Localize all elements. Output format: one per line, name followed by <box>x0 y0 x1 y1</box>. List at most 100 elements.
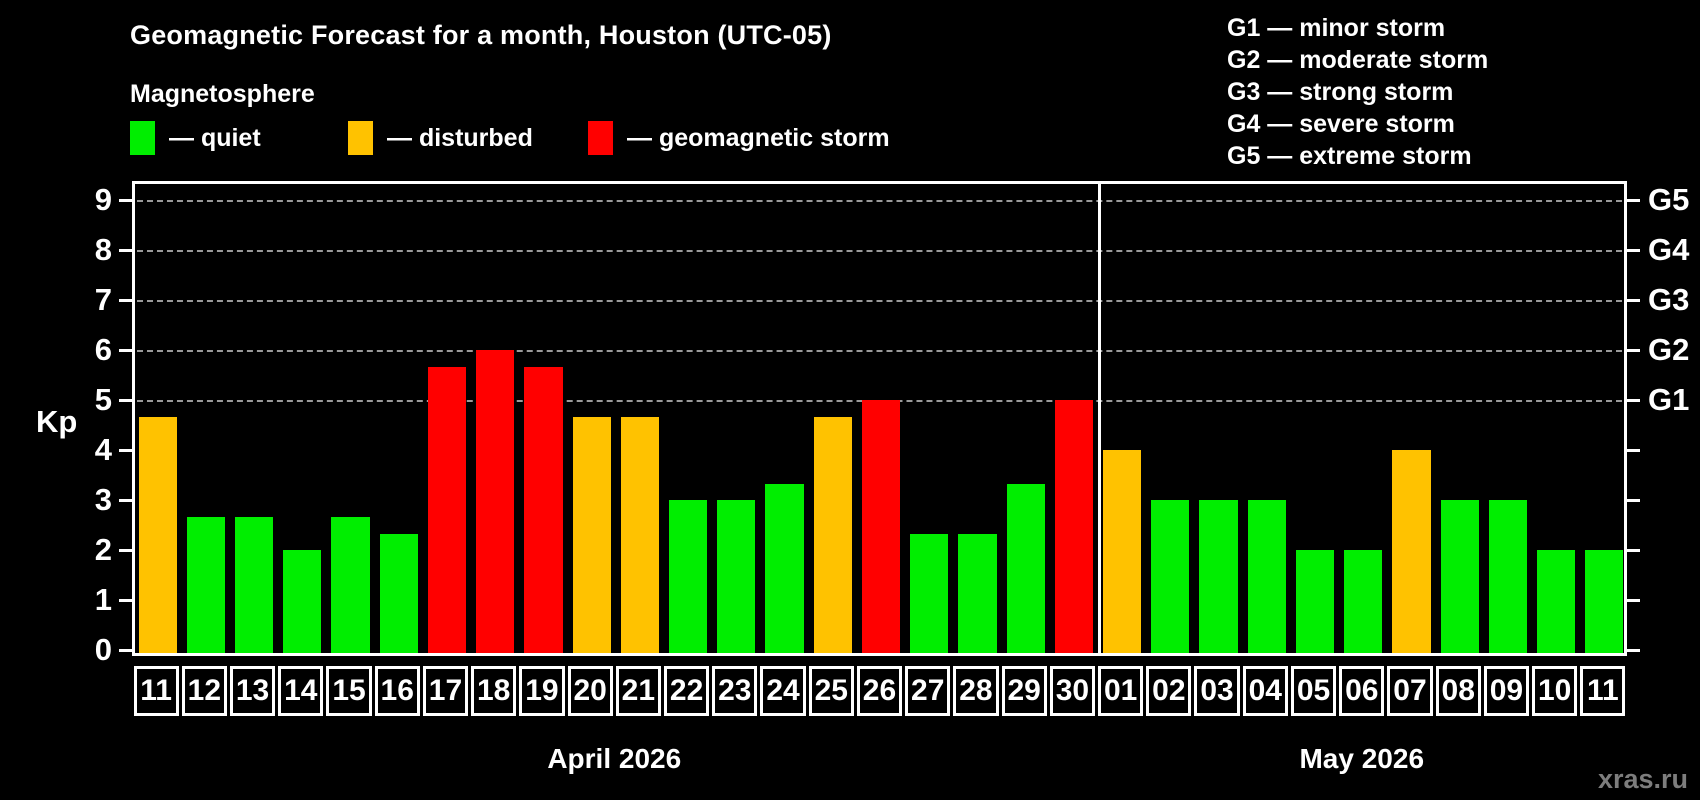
kp-bar-april-18 <box>476 350 515 653</box>
right-tick-kp2 <box>1627 548 1640 552</box>
kp-bar-april-19 <box>524 366 563 653</box>
kp-bar-may-09 <box>1488 500 1528 653</box>
left-tick-kp8 <box>119 248 132 252</box>
legend-item-quiet: — quiet <box>130 121 261 155</box>
y-tick-label-8: 8 <box>94 232 112 267</box>
day-label-may-10: 10 <box>1532 666 1578 716</box>
right-tick-kp5 <box>1627 398 1640 402</box>
day-label-april-17: 17 <box>422 666 469 716</box>
kp-bar-may-01 <box>1103 450 1142 653</box>
gridline-kp7 <box>137 300 1622 302</box>
legend-storm-label: — geomagnetic storm <box>627 123 890 152</box>
g-legend-line-g2: G2 — moderate storm <box>1227 46 1489 74</box>
left-tick-kp1 <box>119 598 132 602</box>
kp-bar-may-04 <box>1247 500 1286 653</box>
y-tick-label-2: 2 <box>94 532 112 567</box>
kp-bar-may-02 <box>1151 500 1190 653</box>
y-tick-label-1: 1 <box>94 582 112 617</box>
storm-color-swatch <box>588 121 613 155</box>
kp-bar-may-10 <box>1537 550 1576 653</box>
kp-bar-april-11 <box>138 416 177 653</box>
left-tick-kp5 <box>119 398 132 402</box>
left-tick-kp6 <box>119 348 132 352</box>
day-label-april-19: 19 <box>519 666 565 716</box>
kp-bar-april-13 <box>234 516 274 653</box>
y-tick-label-9: 9 <box>94 182 112 217</box>
day-label-may-11: 11 <box>1580 666 1626 716</box>
y-tick-label-6: 6 <box>94 332 112 367</box>
left-tick-kp2 <box>119 548 132 552</box>
day-label-may-06: 06 <box>1339 666 1385 716</box>
day-label-may-02: 02 <box>1146 666 1192 716</box>
gridline-kp9 <box>137 200 1622 202</box>
g-legend-line-g5: G5 — extreme storm <box>1227 142 1472 170</box>
legend-disturbed-label: — disturbed <box>387 123 533 152</box>
day-label-april-28: 28 <box>953 666 999 716</box>
kp-bar-april-12 <box>186 516 225 653</box>
month-label-0: April 2026 <box>547 743 682 774</box>
chart-title: Geomagnetic Forecast for a month, Housto… <box>130 20 832 50</box>
kp-bar-may-11 <box>1585 550 1624 653</box>
plot-area <box>132 181 1627 656</box>
day-label-april-26: 26 <box>856 666 903 716</box>
day-label-april-25: 25 <box>808 666 854 716</box>
kp-bar-may-06 <box>1344 550 1383 653</box>
day-label-may-07: 07 <box>1387 666 1433 716</box>
day-label-april-18: 18 <box>471 666 517 716</box>
day-label-april-27: 27 <box>905 666 951 716</box>
legend-item-storm: — geomagnetic storm <box>588 121 890 155</box>
kp-bar-may-05 <box>1295 550 1335 653</box>
day-label-may-05: 05 <box>1290 666 1337 716</box>
gridline-kp6 <box>137 350 1622 352</box>
kp-bar-april-14 <box>283 550 322 653</box>
day-label-may-08: 08 <box>1435 666 1481 716</box>
kp-bar-may-07 <box>1392 450 1431 653</box>
right-tick-kp7 <box>1627 298 1640 302</box>
g-legend-line-g4: G4 — severe storm <box>1227 110 1455 138</box>
g-legend-line-g3: G3 — strong storm <box>1227 78 1454 106</box>
kp-bar-april-25 <box>813 416 852 653</box>
month-separator <box>1098 184 1102 653</box>
day-label-april-16: 16 <box>374 666 420 716</box>
legend-quiet-label: — quiet <box>169 123 261 152</box>
right-tick-kp4 <box>1627 448 1640 452</box>
y-tick-label-4: 4 <box>94 432 112 467</box>
day-label-april-15: 15 <box>326 666 372 716</box>
kp-bar-april-29 <box>1006 483 1045 653</box>
left-tick-kp4 <box>119 448 132 452</box>
kp-bar-april-27 <box>910 533 949 653</box>
g-axis-label-g3: G3 <box>1648 282 1690 317</box>
kp-bar-april-26 <box>861 400 901 653</box>
kp-bar-april-16 <box>379 533 418 653</box>
kp-bar-april-15 <box>331 516 370 653</box>
y-tick-label-0: 0 <box>94 632 112 667</box>
day-label-april-12: 12 <box>181 666 227 716</box>
kp-bar-april-28 <box>958 533 997 653</box>
day-label-april-29: 29 <box>1001 666 1047 716</box>
gridline-kp8 <box>137 250 1622 252</box>
kp-bar-april-23 <box>717 500 756 653</box>
left-tick-kp9 <box>119 198 132 202</box>
left-tick-kp7 <box>119 298 132 302</box>
day-label-april-23: 23 <box>712 666 758 716</box>
y-tick-label-3: 3 <box>94 482 112 517</box>
left-tick-kp3 <box>119 498 132 502</box>
right-tick-kp6 <box>1627 348 1640 352</box>
right-tick-kp0 <box>1627 648 1640 652</box>
day-label-may-01: 01 <box>1098 666 1144 716</box>
right-tick-kp8 <box>1627 248 1640 252</box>
day-label-may-04: 04 <box>1242 666 1288 716</box>
y-axis-label: Kp <box>36 404 78 439</box>
kp-bar-april-30 <box>1054 400 1093 653</box>
g-legend-line-g1: G1 — minor storm <box>1227 14 1446 42</box>
y-tick-label-5: 5 <box>94 382 112 417</box>
kp-bar-may-08 <box>1440 500 1479 653</box>
kp-bar-april-20 <box>572 416 611 653</box>
kp-bar-april-22 <box>668 500 708 653</box>
day-label-april-24: 24 <box>760 666 806 716</box>
day-label-april-21: 21 <box>615 666 661 716</box>
day-label-april-30: 30 <box>1049 666 1095 716</box>
day-label-april-13: 13 <box>229 666 276 716</box>
g-axis-label-g5: G5 <box>1648 182 1690 217</box>
